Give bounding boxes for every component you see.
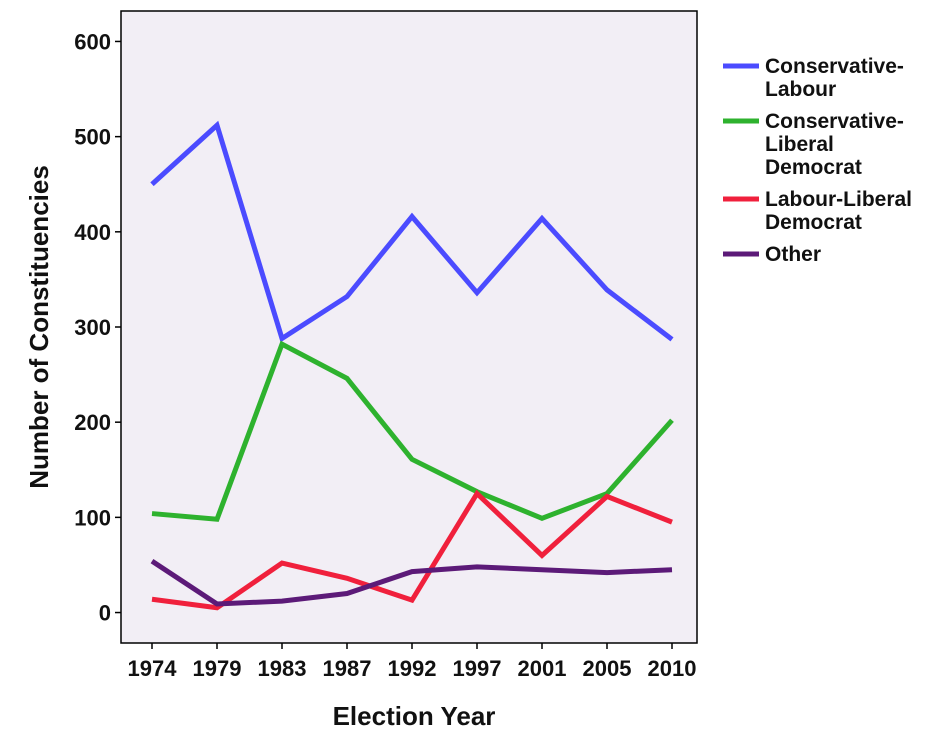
legend-label: Other: [765, 243, 821, 266]
y-tick-label: 0: [99, 601, 111, 626]
y-tick-label: 300: [74, 315, 111, 340]
y-axis-title: Number of Constituencies: [24, 165, 54, 489]
x-axis-title: Election Year: [333, 701, 496, 731]
legend-label: Labour-Liberal: [765, 188, 912, 211]
y-tick-label: 600: [74, 29, 111, 54]
legend-item-other: Other: [723, 243, 821, 266]
x-tick-label: 1992: [388, 656, 437, 681]
x-tick-label: 2010: [648, 656, 697, 681]
x-tick-label: 1979: [193, 656, 242, 681]
plot-area: [121, 11, 697, 643]
x-tick-label: 2001: [518, 656, 567, 681]
x-tick-label: 1983: [258, 656, 307, 681]
legend-label: Democrat: [765, 211, 862, 234]
legend: Conservative-LabourConservative-LiberalD…: [723, 55, 912, 266]
x-axis: 1974 1979 1983 1987 1992 1997 2001 2005 2010: [128, 643, 697, 681]
y-axis: 0 100 200 300 400 500 600: [74, 29, 121, 625]
x-tick-label: 1974: [128, 656, 178, 681]
legend-label: Conservative-: [765, 110, 904, 133]
y-tick-label: 400: [74, 220, 111, 245]
x-tick-label: 1987: [323, 656, 372, 681]
legend-label: Labour: [765, 78, 836, 101]
y-tick-label: 100: [74, 505, 111, 530]
x-tick-label: 2005: [583, 656, 632, 681]
legend-label: Conservative-: [765, 55, 904, 78]
y-tick-label: 200: [74, 410, 111, 435]
legend-label: Democrat: [765, 156, 862, 179]
x-tick-label: 1997: [453, 656, 502, 681]
legend-label: Liberal: [765, 133, 834, 156]
legend-item-conservative-labour: Conservative-Labour: [723, 55, 904, 101]
y-tick-label: 500: [74, 125, 111, 150]
